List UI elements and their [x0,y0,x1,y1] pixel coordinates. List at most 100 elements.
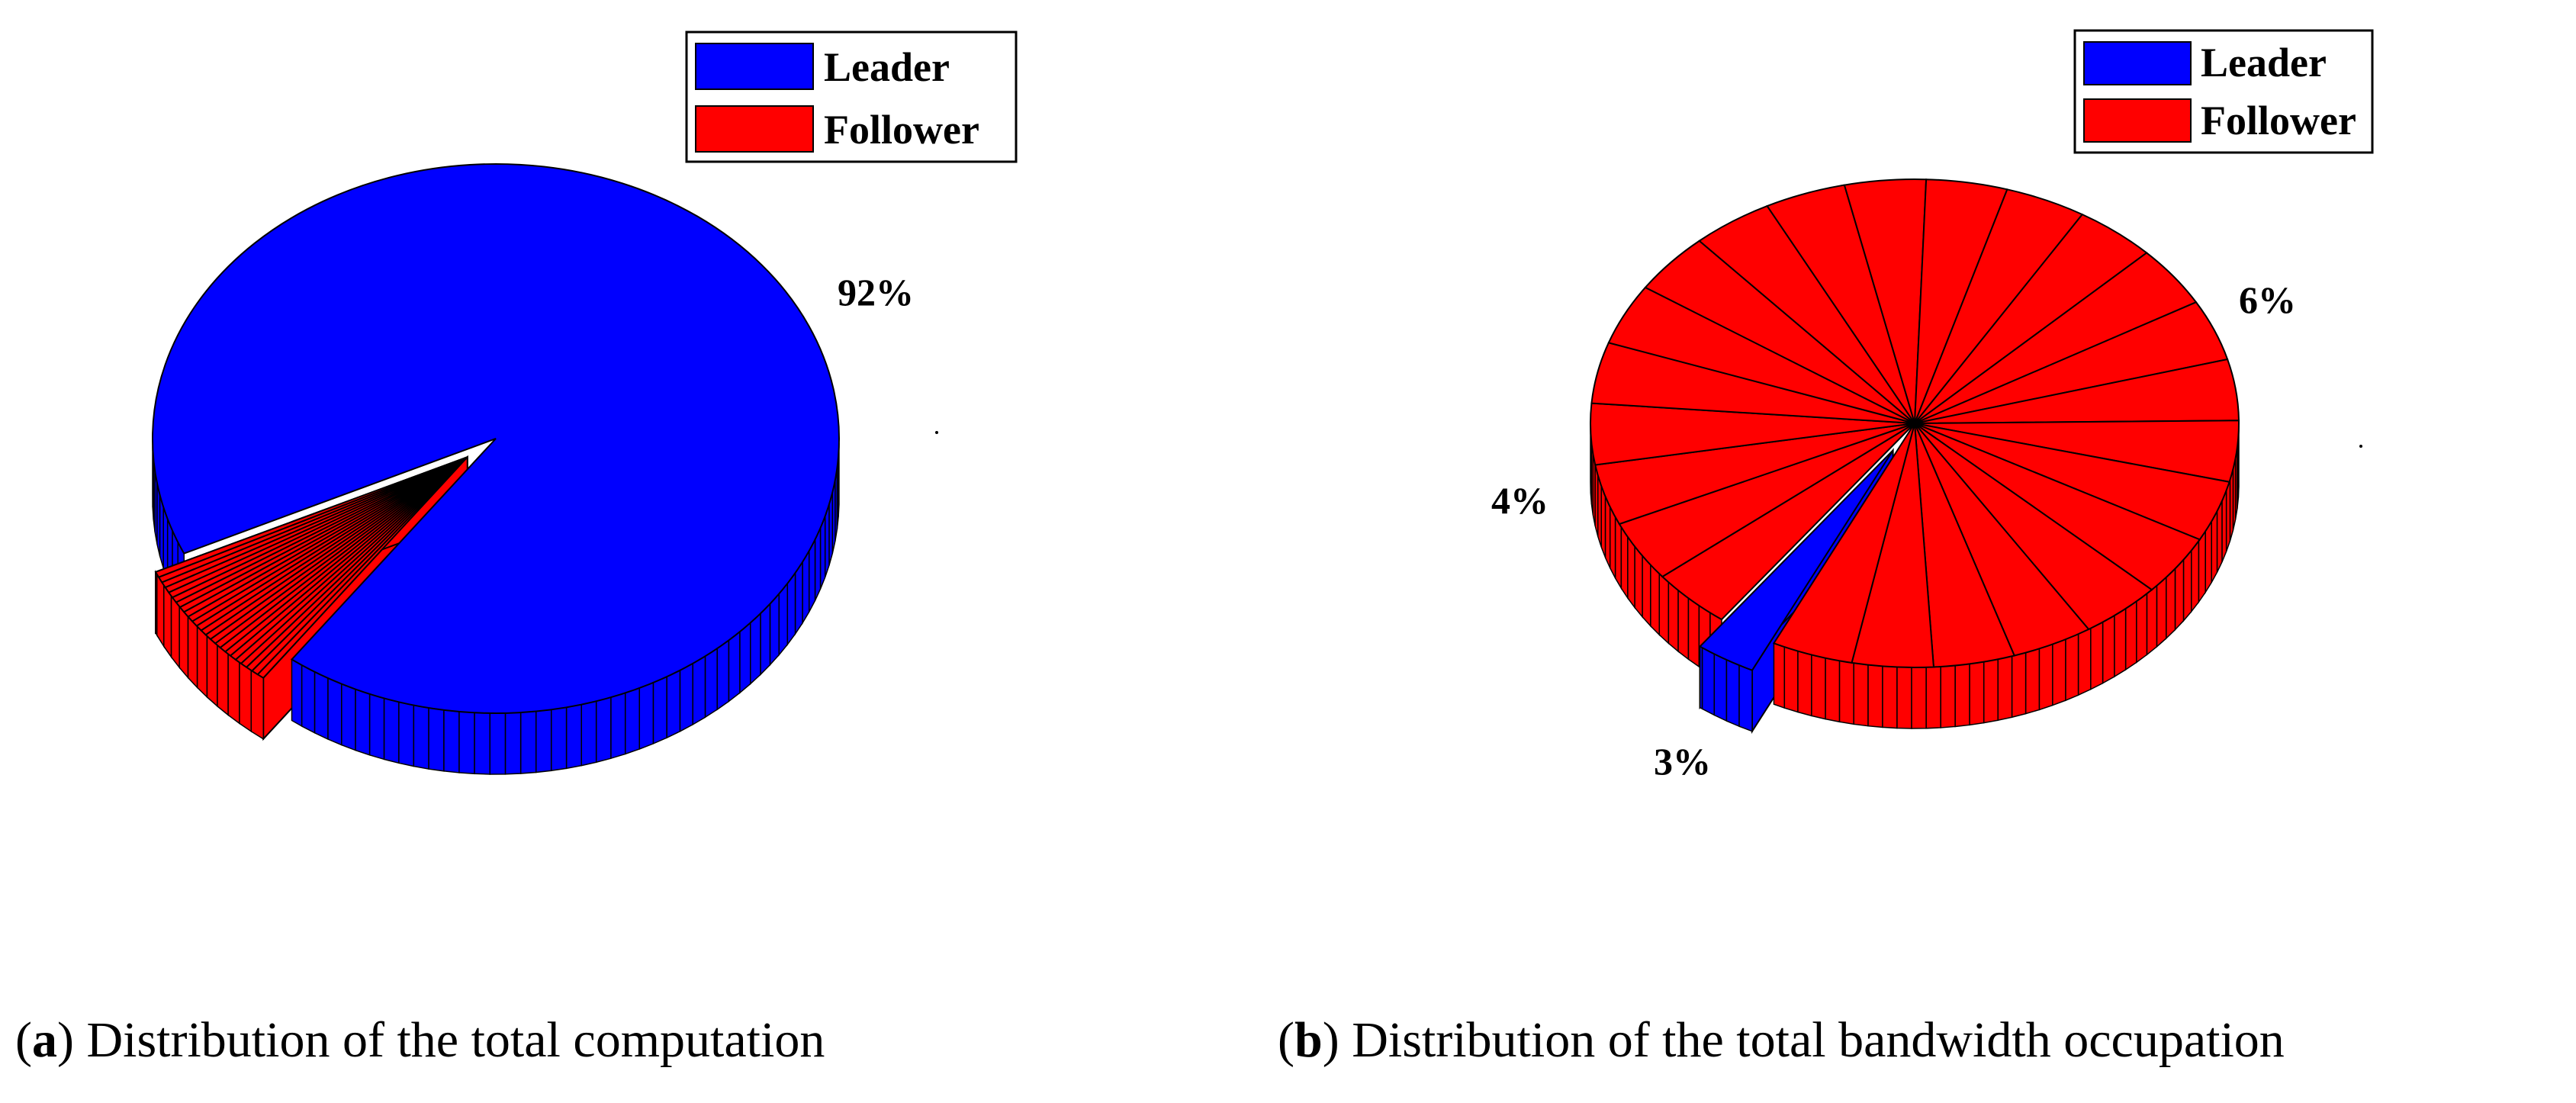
slice-side-facet [398,701,415,767]
slice-side-facet [1867,664,1883,728]
slice-side-facet [679,662,693,733]
slice-side-facet [2136,592,2148,664]
slice-side-facet [413,704,429,770]
legend-a-swatch-leader [695,43,814,90]
slice-side-facet [2065,633,2079,702]
slice-side-facet [1667,580,1679,653]
slice-side-facet [368,693,385,761]
slice-side-facet [739,621,751,694]
slice-side-facet [1797,650,1812,717]
slice-side-facet [489,712,507,775]
slice-side-facet [595,696,612,764]
slice-side-facet [239,661,252,733]
slice-side-facet [1677,589,1690,661]
slice-side-facet [2174,558,2185,632]
slice-side-facet [2011,651,2027,719]
slice-side-facet [2077,627,2092,696]
pie-slice-leader [152,163,840,714]
slice-side-facet [301,664,316,735]
slice-side-facet [1853,662,1869,727]
legend-a-label-follower: Follower [824,107,979,153]
slice-side-facet [1658,572,1670,645]
legend-b-label-leader: Leader [2201,40,2327,85]
slice-side-facet [2166,567,2176,640]
slice-side-facet [178,605,189,680]
slice-side-facet [327,677,343,746]
slice-side-facet [2191,539,2200,613]
slice-side-facet [1783,646,1799,713]
slice-side-facet [519,710,537,774]
slice-side-facet [565,703,582,770]
slice-side-facet [2124,600,2137,671]
slice-side-facet [314,670,329,741]
slice-side-facet [1773,642,1786,709]
slice-side-facet [443,709,460,773]
slice-side-facet [1983,658,1999,724]
slice-side-facet [1604,496,1611,568]
slice-side-facet [1896,666,1912,729]
caption-b: (b) Distribution of the total bandwidth … [1278,1012,2285,1068]
slice-side-facet [2198,529,2206,604]
slice-side-facet [1954,663,1970,728]
slice-side-facet [778,581,789,657]
slice-side-facet [1882,665,1898,729]
slice-side-facet [1738,664,1753,732]
slice-side-facet [535,709,552,773]
slice-side-facet [728,630,741,703]
slice-side-facet [692,654,706,726]
slice-side-facet [580,700,597,767]
slice-side-facet [1925,666,1941,729]
slice-side-facet [1634,545,1643,619]
slice-side-facet [1614,515,1622,590]
slice-side-facet [2038,643,2053,711]
slice-side-facet [1650,563,1660,636]
slice-side-facet [2216,500,2223,573]
slice-side-facet [1997,655,2013,722]
slice-side-facet [1838,660,1854,725]
slice-side-facet [504,712,522,775]
slice-side-facet [2182,548,2192,622]
caption-a: (a) Distribution of the total computatio… [15,1012,825,1068]
stray-dot-b [2359,445,2362,448]
slice-side-facet [1642,554,1651,628]
slice-side-facet [428,707,445,772]
slice-side-facet [749,612,761,686]
slice-side-facet [170,594,180,670]
slice-side-facet [2114,607,2127,678]
legend-a-swatch-follower [695,105,814,153]
slice-side-facet [1825,657,1841,723]
slice-side-facet [341,683,356,751]
legend-b-swatch-leader [2083,41,2192,85]
pie-b [1590,178,2240,735]
slice-side-facet [638,681,654,751]
slice-side-facet [1713,653,1728,722]
slice-side-facet [383,697,400,764]
slice-side-facet [458,711,475,775]
legend-a-label-leader: Leader [824,44,950,90]
slice-side-facet [250,669,265,741]
slice-side-facet [760,602,771,677]
pie-a [152,163,840,775]
slice-side-facet [610,692,626,760]
slice-side-facet [1620,525,1629,600]
slice-side-facet [187,615,198,690]
slice-side-facet [786,571,796,647]
slice-side-facet [704,647,718,719]
chart-b: Leader Follower 6% 4% 3% (b) Distributio… [1278,29,2374,1068]
slice-side-facet [2211,510,2218,583]
slice-side-facet [652,676,667,745]
slice-side-facet [2102,614,2115,684]
data-label-b-2: 3% [1654,740,1711,783]
slice-side-facet [2146,584,2158,656]
chart-a: Leader Follower 92% (a) Distribution of … [15,31,1018,1068]
pie-slice-follower [1772,423,1915,664]
slice-side-facet [666,669,681,739]
slice-side-facet [1609,506,1616,579]
stray-dot-a [935,431,938,434]
slice-side-facet [550,706,568,772]
slice-side-facet [291,658,303,728]
pie-slice-leader [1698,449,1894,671]
slice-side-facet [227,652,240,725]
slice-side-facet [1701,647,1716,716]
